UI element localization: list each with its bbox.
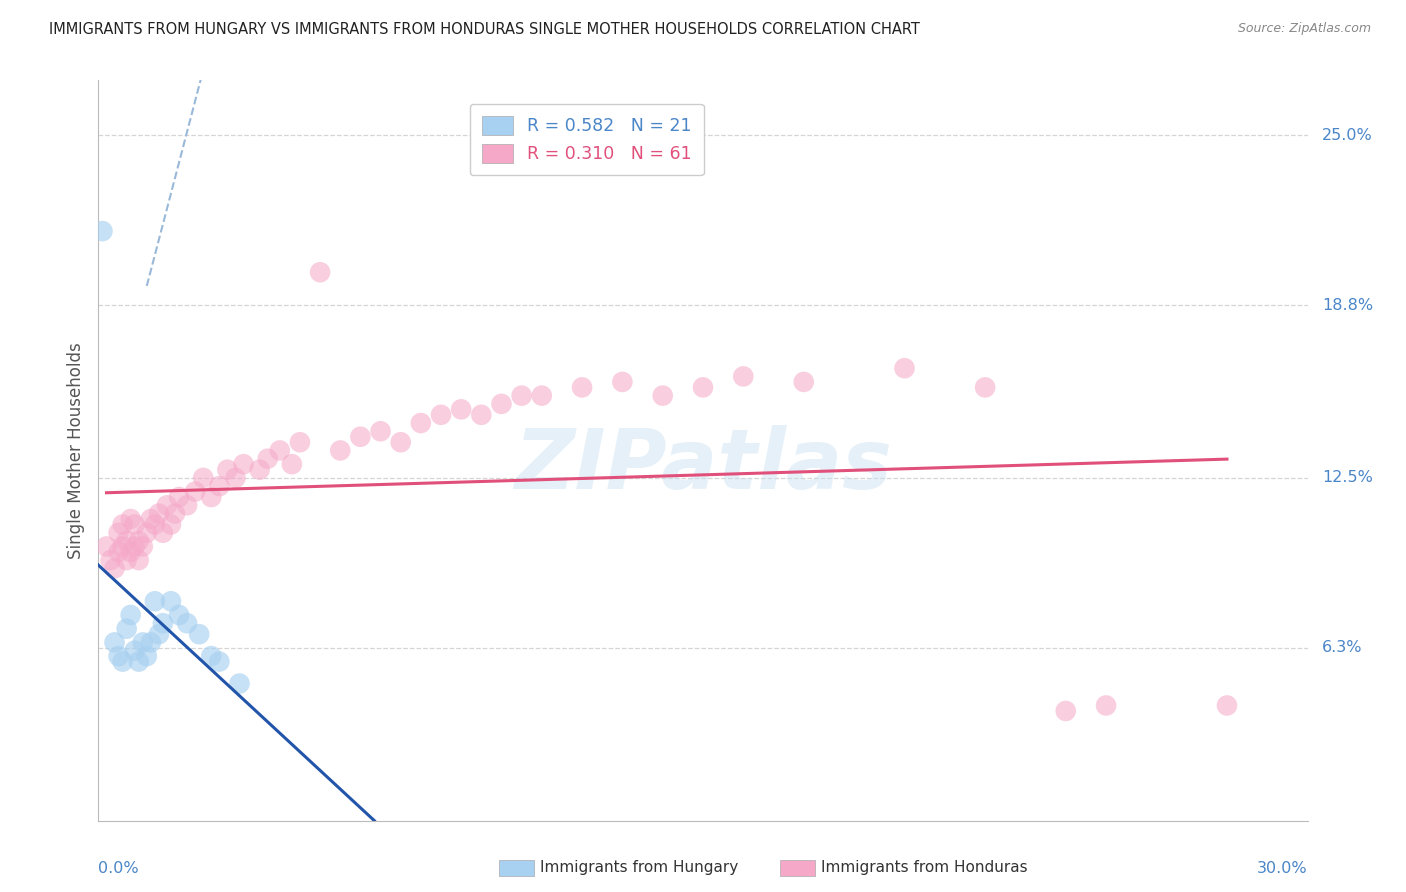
Point [139,635,162,649]
Point [124,517,146,532]
Point [115,533,138,548]
Point [288,435,311,450]
Point [217,463,239,477]
Text: ZIPatlas: ZIPatlas [515,425,891,506]
Point [128,553,150,567]
Legend: R = 0.582   N = 21, R = 0.310   N = 61: R = 0.582 N = 21, R = 0.310 N = 61 [470,103,704,176]
Point [132,635,155,649]
Point [111,655,134,669]
Point [249,463,271,477]
Point [120,512,142,526]
Point [135,525,157,540]
Text: IMMIGRANTS FROM HUNGARY VS IMMIGRANTS FROM HONDURAS SINGLE MOTHER HOUSEHOLDS COR: IMMIGRANTS FROM HUNGARY VS IMMIGRANTS FR… [49,22,920,37]
Point [510,389,533,403]
Point [409,416,432,430]
Point [1216,698,1239,713]
Point [256,451,278,466]
Point [176,616,198,631]
Point [208,479,231,493]
Text: 0.0%: 0.0% [98,862,139,876]
Point [309,265,332,279]
Point [124,540,146,554]
Point [430,408,453,422]
Point [120,607,142,622]
Point [974,380,997,394]
Point [167,490,190,504]
Point [200,490,222,504]
Point [103,561,125,575]
Point [152,616,174,631]
Point [232,457,254,471]
Point [793,375,815,389]
Point [491,397,513,411]
Point [132,540,155,554]
Point [111,540,134,554]
Point [571,380,593,394]
Text: 30.0%: 30.0% [1257,862,1308,876]
Text: 6.3%: 6.3% [1322,640,1362,656]
Point [135,649,157,664]
Y-axis label: Single Mother Households: Single Mother Households [66,343,84,558]
Point [281,457,304,471]
Point [120,545,142,559]
Point [100,553,122,567]
Point [143,517,166,532]
Point [124,643,146,657]
Point [228,676,250,690]
Point [96,540,118,554]
Point [224,471,246,485]
Point [692,380,714,394]
Point [111,517,134,532]
Text: Immigrants from Hungary: Immigrants from Hungary [540,861,738,875]
Point [269,443,291,458]
Point [103,635,125,649]
Point [370,424,392,438]
Point [893,361,915,376]
Text: 25.0%: 25.0% [1322,128,1372,143]
Point [148,507,170,521]
Point [733,369,755,384]
Point [651,389,673,403]
Point [91,224,114,238]
Point [160,517,183,532]
Point [200,649,222,664]
Point [152,525,174,540]
Text: 12.5%: 12.5% [1322,470,1374,485]
Point [156,498,179,512]
Text: Immigrants from Honduras: Immigrants from Honduras [821,861,1028,875]
Point [612,375,634,389]
Point [107,545,129,559]
Point [115,622,138,636]
Point [160,594,183,608]
Point [176,498,198,512]
Point [470,408,492,422]
Point [139,512,162,526]
Point [128,655,150,669]
Point [143,594,166,608]
Point [107,525,129,540]
Point [530,389,553,403]
Point [107,649,129,664]
Point [208,655,231,669]
Point [128,533,150,548]
Point [148,627,170,641]
Point [184,484,207,499]
Point [115,553,138,567]
Point [1054,704,1077,718]
Point [167,607,190,622]
Text: Source: ZipAtlas.com: Source: ZipAtlas.com [1237,22,1371,36]
Point [349,430,371,444]
Point [163,507,186,521]
Point [389,435,412,450]
Point [1095,698,1118,713]
Point [329,443,352,458]
Point [193,471,215,485]
Point [450,402,472,417]
Point [188,627,211,641]
Text: 18.8%: 18.8% [1322,298,1374,312]
